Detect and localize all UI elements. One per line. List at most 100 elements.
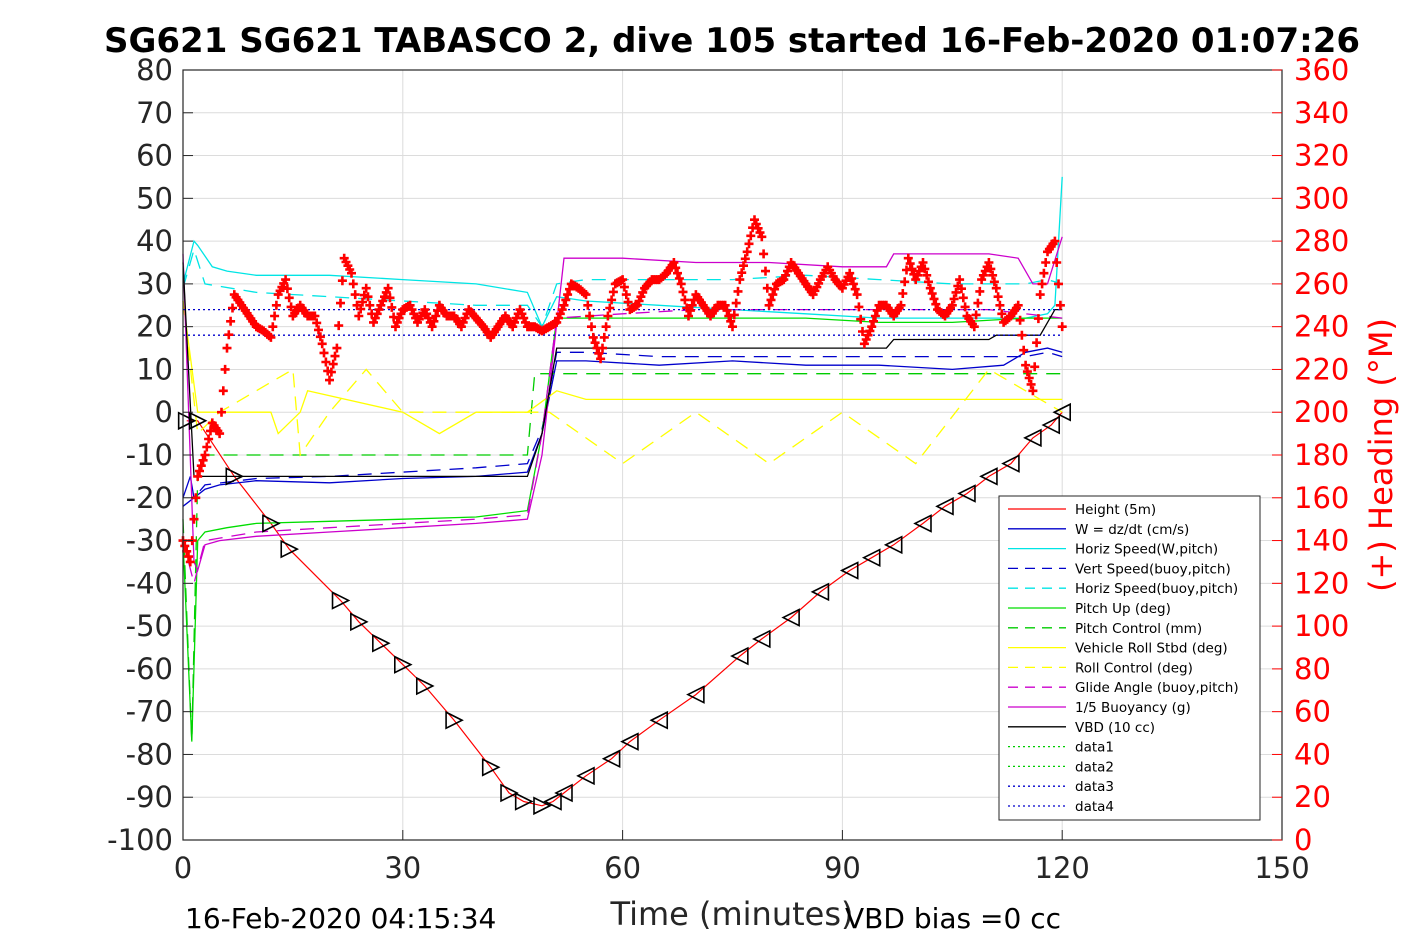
height-marker bbox=[393, 655, 413, 674]
y-tick-label-right: 240 bbox=[1294, 310, 1349, 344]
heading-marker bbox=[189, 514, 199, 524]
heading-marker bbox=[282, 284, 292, 294]
heading-marker bbox=[334, 321, 344, 331]
heading-marker bbox=[427, 322, 437, 332]
heading-marker bbox=[922, 270, 932, 280]
marker-layer bbox=[177, 215, 1071, 816]
heading-marker bbox=[949, 294, 959, 304]
heading-marker bbox=[356, 304, 366, 314]
height-marker bbox=[861, 548, 881, 567]
heading-marker bbox=[312, 318, 322, 328]
heading-marker bbox=[358, 297, 367, 307]
height-marker bbox=[730, 646, 749, 666]
legend-label: Pitch Up (deg) bbox=[1075, 601, 1171, 617]
x-axis-label: Time (minutes) bbox=[610, 895, 854, 933]
height-marker bbox=[225, 467, 245, 486]
heading-marker bbox=[1019, 345, 1029, 355]
heading-marker bbox=[1028, 386, 1038, 396]
series-line-5 bbox=[182, 317, 1063, 742]
legend-box bbox=[998, 495, 1261, 821]
series-line-10 bbox=[182, 236, 1063, 573]
series-line-0 bbox=[186, 411, 1063, 807]
heading-marker bbox=[757, 232, 767, 242]
heading-marker bbox=[605, 303, 615, 313]
heading-marker bbox=[319, 348, 329, 358]
heading-marker bbox=[729, 310, 739, 320]
heading-marker bbox=[1015, 315, 1025, 325]
heading-marker bbox=[581, 290, 591, 300]
footer-vbd-bias: VBD bias =0 cc bbox=[845, 902, 1061, 935]
y-tick-label-left: -90 bbox=[126, 780, 173, 814]
heading-marker bbox=[869, 316, 878, 326]
heading-marker bbox=[927, 289, 937, 298]
heading-marker bbox=[761, 266, 770, 276]
series-line-1 bbox=[182, 347, 1063, 499]
heading-marker bbox=[958, 293, 968, 303]
y-tick-label-left: -40 bbox=[126, 566, 173, 600]
heading-marker bbox=[601, 322, 611, 332]
heading-marker bbox=[848, 279, 858, 289]
y-tick-label-right: 180 bbox=[1294, 438, 1349, 472]
heading-marker bbox=[583, 300, 593, 310]
height-marker bbox=[686, 685, 705, 704]
series-line-3 bbox=[182, 351, 1063, 507]
heading-marker bbox=[204, 434, 214, 444]
legend-label: Glide Angle (buoy,pitch) bbox=[1075, 680, 1239, 696]
heading-marker bbox=[850, 284, 860, 294]
heading-marker bbox=[383, 283, 393, 293]
heading-marker bbox=[955, 275, 965, 285]
y-tick-label-left: 0 bbox=[155, 395, 173, 429]
height-marker bbox=[957, 484, 976, 503]
heading-marker bbox=[900, 277, 910, 287]
height-marker bbox=[649, 710, 669, 730]
y-tick-label-left: 50 bbox=[136, 181, 173, 215]
height-marker bbox=[979, 467, 998, 486]
heading-marker bbox=[764, 300, 774, 310]
heading-marker bbox=[845, 268, 855, 278]
heading-marker bbox=[328, 359, 338, 369]
legend-label: data1 bbox=[1075, 740, 1114, 756]
heading-marker bbox=[588, 332, 598, 342]
heading-marker bbox=[215, 429, 225, 439]
heading-marker bbox=[1022, 367, 1032, 377]
heading-marker bbox=[321, 357, 331, 367]
heading-marker bbox=[559, 300, 569, 310]
height-marker bbox=[576, 766, 595, 786]
heading-marker bbox=[847, 274, 857, 283]
heading-marker bbox=[669, 258, 679, 267]
heading-marker bbox=[596, 354, 606, 364]
y-tick-label-left: 30 bbox=[136, 267, 173, 301]
heading-marker bbox=[988, 270, 998, 280]
heading-marker bbox=[925, 283, 935, 293]
heading-marker bbox=[1054, 279, 1063, 289]
x-tick-label: 0 bbox=[174, 851, 192, 885]
legend-label: Vehicle Roll Stbd (deg) bbox=[1075, 641, 1228, 657]
heading-marker bbox=[960, 302, 970, 312]
heading-marker bbox=[671, 263, 681, 273]
heading-marker bbox=[228, 303, 237, 313]
y-tick-label-left: -70 bbox=[126, 695, 173, 729]
heading-marker bbox=[563, 290, 573, 300]
heading-marker bbox=[1041, 258, 1051, 267]
heading-marker bbox=[733, 286, 743, 296]
heading-marker bbox=[969, 322, 979, 332]
heading-marker bbox=[728, 322, 737, 332]
height-marker bbox=[177, 411, 197, 431]
heading-marker bbox=[1035, 290, 1045, 300]
heading-marker bbox=[270, 311, 280, 321]
heading-marker bbox=[854, 302, 864, 312]
y-tick-label-left: -50 bbox=[126, 609, 173, 643]
height-marker bbox=[415, 676, 435, 696]
heading-marker bbox=[315, 332, 325, 342]
heading-marker bbox=[618, 275, 628, 285]
y-tick-label-left: 10 bbox=[136, 352, 173, 386]
y-tick-label-right: 340 bbox=[1294, 96, 1349, 130]
heading-marker bbox=[1050, 236, 1060, 246]
heading-marker bbox=[896, 300, 906, 310]
height-marker bbox=[481, 757, 501, 777]
heading-marker bbox=[856, 314, 866, 324]
heading-marker bbox=[768, 290, 778, 300]
heading-marker bbox=[867, 322, 877, 332]
heading-marker bbox=[587, 322, 596, 332]
